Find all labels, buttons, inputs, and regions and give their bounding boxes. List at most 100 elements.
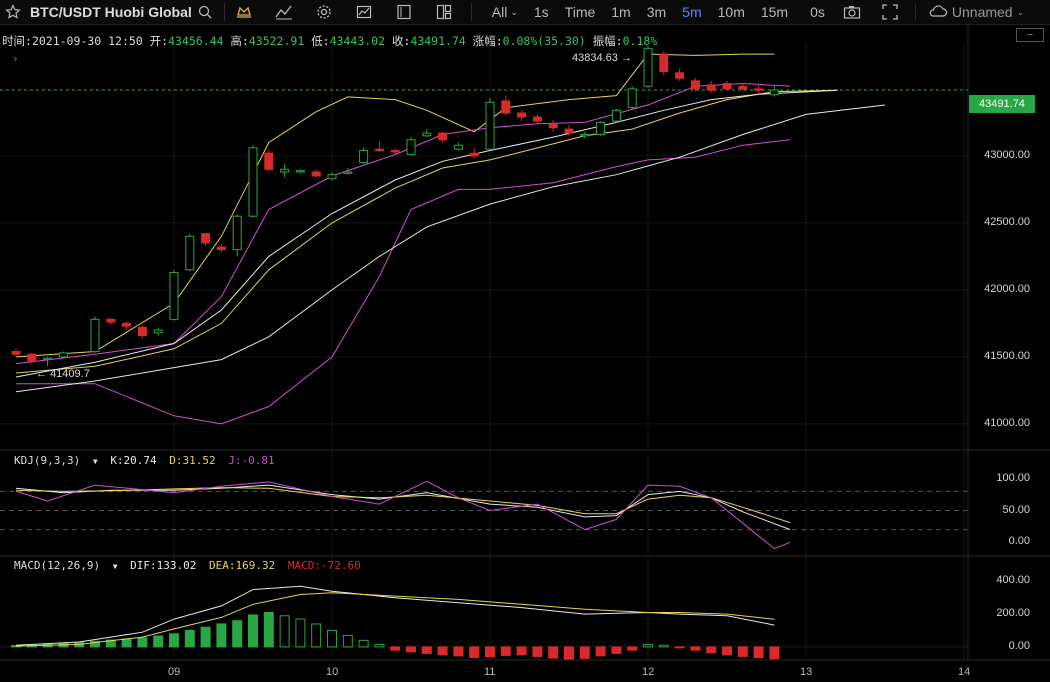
amplitude-label: 振幅: (592, 34, 623, 48)
min-price-annotation: ← 41409.7 (36, 368, 90, 380)
change-value: 0.08%(35.30) (502, 34, 586, 48)
time-axis-label: 11 (484, 666, 496, 678)
interval-1m[interactable]: 1m (611, 4, 631, 20)
macd-histogram-bar (643, 643, 653, 648)
macd-histogram-bar (564, 646, 574, 661)
indicator-icon[interactable] (271, 0, 297, 24)
close-label: 收: (391, 34, 411, 48)
macd-histogram-bar (690, 646, 701, 651)
macd-legend: MACD(12,26,9) ▼ DIF:133.02 DEA:169.32 MA… (14, 559, 361, 572)
interval-time[interactable]: Time (564, 4, 596, 20)
candle-body (201, 233, 211, 244)
macd-histogram-bar (722, 646, 732, 656)
time-axis-label: 14 (958, 666, 971, 678)
star-icon[interactable] (0, 0, 26, 24)
macd-name[interactable]: MACD(12,26,9) (14, 559, 101, 572)
low-value: 43443.02 (329, 34, 386, 48)
macd-histogram-bar (406, 646, 416, 653)
candle-body (722, 83, 732, 90)
candle-body (485, 101, 495, 150)
kdj-line-k (15, 484, 791, 531)
macd-histogram-bar (485, 646, 495, 658)
candle-body (311, 171, 321, 177)
candle-body (137, 326, 147, 336)
candle-body (690, 80, 700, 90)
candle-body (611, 109, 621, 122)
macd-line-dea (15, 592, 775, 647)
macd-histogram-bar (169, 633, 179, 648)
macd-dea: DEA:169.32 (209, 559, 276, 572)
symbol-title[interactable]: BTC/USDT Huobi Global (30, 4, 192, 20)
macd-histogram-bar (327, 630, 337, 648)
kdj-name[interactable]: KDJ(9,3,3) (14, 454, 81, 467)
layout-menu[interactable]: Unnamed ⌄ (922, 0, 1024, 24)
macd-histogram-bar (248, 614, 258, 648)
divider (223, 3, 225, 21)
main-indicator-line-4 (15, 89, 838, 378)
kdj-d: D:31.52 (169, 454, 216, 467)
interval-10m[interactable]: 10m (717, 4, 745, 20)
macd-histogram-bar (74, 642, 85, 648)
cloud-icon (928, 4, 948, 21)
fullscreen-icon[interactable] (877, 0, 903, 24)
candle-body (327, 174, 337, 180)
interval-0s[interactable]: 0s (810, 4, 825, 20)
macd-histogram-bar (390, 646, 401, 651)
candle-body (27, 353, 37, 362)
price-axis-label: 400.00 (996, 574, 1030, 587)
open-label: 开: (149, 34, 169, 48)
chevron-down-icon[interactable]: ▼ (112, 562, 118, 571)
time-axis-label: 12 (642, 666, 655, 678)
interval-5m[interactable]: 5m (682, 4, 702, 20)
price-axis-label: 41000.00 (984, 416, 1030, 429)
candle-body (122, 322, 132, 327)
interval-15m[interactable]: 15m (760, 4, 789, 20)
search-icon[interactable] (192, 0, 218, 24)
compare-icon[interactable] (431, 0, 457, 24)
macd-histogram-bar (437, 646, 448, 656)
candle-body (706, 84, 716, 91)
candle-body (232, 215, 242, 251)
candle-body (769, 89, 779, 96)
time-axis-label: 10 (326, 666, 339, 678)
chevron-down-icon: ⌄ (510, 6, 518, 17)
candle-body (185, 235, 195, 271)
candle-body (596, 121, 606, 135)
macd-histogram-bar (753, 646, 764, 659)
ohlc-info-bar: 时间:2021-09-30 12:50 开:43456.44 高:43522.9… (2, 33, 657, 49)
collapse-button[interactable]: — (1016, 28, 1044, 42)
candle-body (738, 85, 748, 90)
current-price-tag: 43491.74 (969, 95, 1035, 113)
all-label: All (491, 4, 508, 20)
interval-1s[interactable]: 1s (533, 4, 549, 20)
settings-icon[interactable] (311, 0, 337, 24)
camera-icon[interactable] (839, 0, 865, 24)
kdj-line-d (15, 487, 791, 524)
favorite-icon[interactable] (231, 0, 257, 24)
chart-style-icon[interactable] (351, 0, 377, 24)
change-label: 涨幅: (472, 34, 503, 48)
macd-histogram-bar (516, 646, 527, 656)
template-icon[interactable] (391, 0, 417, 24)
kdj-line-j (15, 480, 791, 550)
high-value: 43522.91 (248, 34, 305, 48)
macd-histogram-bar (232, 620, 243, 648)
interval-3m[interactable]: 3m (646, 4, 667, 20)
all-dropdown[interactable]: All ⌄ (478, 0, 526, 24)
chevron-down-icon: ⌄ (1016, 6, 1025, 17)
candle-body (374, 148, 384, 152)
macd-histogram-bar (26, 644, 37, 648)
price-axis-label: 50.00 (1002, 503, 1030, 516)
candle-body (469, 152, 479, 157)
macd-histogram-bar (11, 645, 21, 648)
macd-histogram-bar (184, 630, 195, 648)
time-axis-label: 13 (800, 666, 813, 678)
chevron-down-icon[interactable]: ▼ (92, 457, 98, 466)
candle-body (627, 88, 637, 109)
time-axis-label: 09 (168, 666, 181, 678)
candle-body (90, 318, 100, 353)
candle-body (343, 171, 353, 174)
chevron-right-icon[interactable]: › (12, 52, 19, 65)
macd-histogram-bar (595, 646, 606, 657)
